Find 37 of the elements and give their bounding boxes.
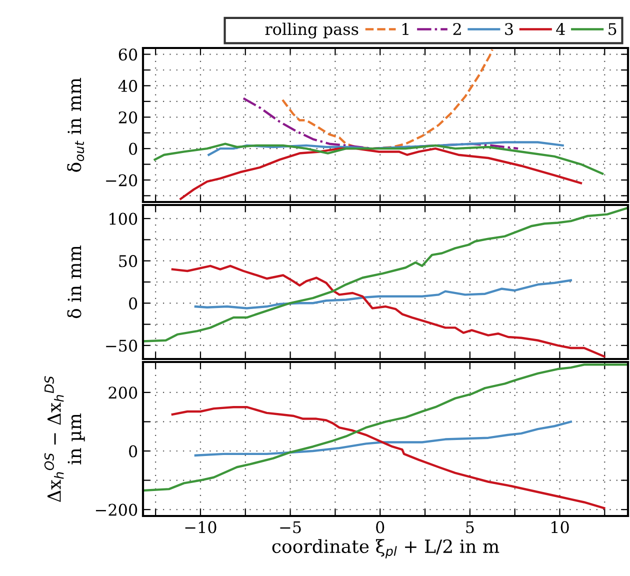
legend-title: rolling pass (265, 22, 358, 38)
y-tick-label: 0 (129, 142, 138, 155)
y-tick-label: 200 (108, 386, 138, 399)
y-axis-title: δ$_{out}$ in mm (67, 78, 84, 172)
y-tick-label: −20 (106, 174, 138, 186)
line-series (194, 279, 572, 310)
line-series (180, 147, 582, 200)
y-tick-label: 0 (129, 297, 138, 310)
x-tick-label: −10 (185, 521, 216, 534)
y-tick-label: 100 (110, 212, 138, 225)
legend-label: 4 (556, 23, 565, 35)
y-tick-label: 50 (119, 255, 138, 268)
x-axis-title: coordinate ξ$_{pl}$ + L/2 in m (272, 539, 500, 558)
line-series (281, 48, 494, 150)
line-series (143, 364, 628, 492)
y-tick-label: −200 (96, 504, 138, 516)
x-tick-label: 10 (552, 521, 569, 534)
x-tick-label: 5 (466, 521, 474, 534)
legend-label: 5 (608, 23, 616, 36)
y-tick-label: 40 (118, 80, 138, 92)
line-series (171, 264, 606, 358)
y-tick-label: 0 (129, 445, 138, 458)
line-series (171, 406, 606, 510)
x-tick-label: 0 (376, 521, 384, 534)
line-series (194, 420, 572, 457)
legend-label: 3 (505, 23, 513, 36)
y-tick-label: 20 (118, 111, 138, 124)
legend-label: 2 (453, 23, 461, 35)
legend-label: 1 (402, 23, 408, 35)
text: Δx$_{h}$$^{OS}$ − Δx$_{h}$$^{DS}$ in µm (44, 376, 85, 502)
line-series (143, 207, 628, 342)
y-tick-label: −50 (106, 340, 138, 352)
line-series (208, 141, 564, 156)
x-tick-label: −5 (280, 521, 301, 534)
line-series (154, 142, 604, 175)
y-tick-label: 60 (118, 48, 138, 61)
y-axis-title: δ in mm (67, 245, 82, 318)
